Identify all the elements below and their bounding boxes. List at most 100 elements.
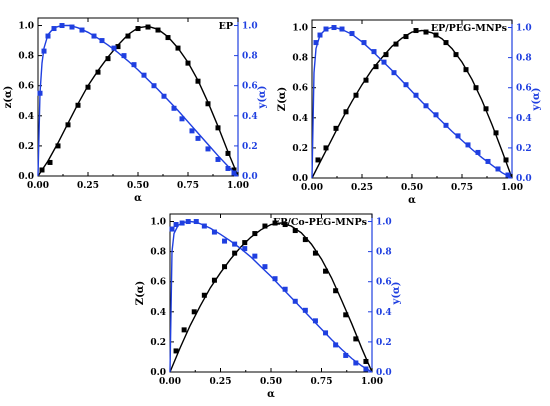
y-right-tick-label: 0.4: [516, 114, 532, 124]
data-point: [343, 312, 349, 318]
data-point: [413, 28, 419, 34]
data-point: [343, 109, 349, 115]
series-z-alpha: [311, 28, 513, 179]
data-point: [443, 122, 449, 128]
y-left-tick-label: 0.8: [18, 52, 34, 62]
data-point: [453, 52, 459, 58]
series-curve: [169, 220, 373, 373]
y-left-tick-label: 0.4: [18, 112, 34, 122]
data-point: [225, 150, 231, 156]
y-right-axis-label: y(α): [531, 88, 542, 112]
data-point: [145, 24, 151, 30]
y-right-tick-label: 0.4: [242, 112, 258, 122]
y-left-tick-label: 0.2: [292, 144, 308, 154]
data-point: [302, 307, 308, 313]
x-axis-label: α: [267, 389, 275, 400]
y-right-tick-label: 0.6: [242, 82, 258, 92]
data-point: [115, 44, 121, 50]
data-point: [205, 101, 211, 107]
data-point: [483, 106, 489, 112]
y-right-tick-label: 0.6: [516, 84, 532, 94]
y-left-tick-label: 0.4: [150, 308, 166, 318]
data-point: [41, 48, 47, 54]
y-left-tick-label: 0.8: [292, 54, 308, 64]
y-left-tick-label: 0.0: [292, 174, 308, 184]
data-point: [363, 366, 369, 372]
x-tick-label: 0.25: [210, 377, 232, 387]
data-point: [211, 277, 217, 283]
y-right-tick-label: 0.0: [242, 172, 258, 182]
data-point: [231, 167, 237, 173]
data-point: [361, 40, 367, 46]
data-point: [363, 77, 369, 83]
data-point: [185, 60, 191, 66]
data-point: [475, 149, 481, 155]
data-point: [169, 226, 175, 232]
data-point: [455, 133, 461, 139]
x-tick-label: 0.00: [27, 181, 49, 191]
data-point: [201, 223, 207, 229]
data-point: [242, 246, 248, 252]
y-left-axis-label: z(α): [3, 86, 14, 109]
data-point: [222, 264, 228, 270]
data-point: [313, 40, 319, 46]
data-point: [252, 253, 258, 259]
data-point: [339, 26, 345, 32]
data-point: [495, 166, 501, 172]
x-tick-label: 0.25: [77, 181, 99, 191]
data-point: [282, 222, 288, 228]
data-point: [79, 27, 85, 33]
series-curve: [311, 26, 513, 179]
data-point: [323, 268, 329, 274]
data-point: [262, 264, 268, 270]
y-left-tick-label: 0.6: [150, 278, 166, 288]
data-point: [75, 102, 81, 108]
data-point: [349, 31, 355, 37]
y-left-tick-label: 0.6: [18, 82, 34, 92]
data-point: [323, 26, 329, 32]
x-tick-label: 0.00: [159, 377, 181, 387]
data-point: [231, 170, 237, 176]
x-tick-label: 0.50: [260, 377, 282, 387]
y-left-tick-label: 0.4: [292, 114, 308, 124]
data-point: [55, 143, 61, 149]
data-point: [185, 219, 191, 225]
series-y-alpha: [37, 23, 239, 177]
series-z-alpha: [169, 220, 373, 373]
data-point: [99, 38, 105, 44]
data-point: [85, 84, 91, 90]
data-point: [105, 56, 111, 62]
data-point: [189, 128, 195, 134]
data-point: [95, 69, 101, 75]
data-point: [111, 45, 117, 51]
x-tick-label: 1.00: [361, 377, 383, 387]
y-right-tick-label: 1.0: [516, 24, 532, 34]
x-tick-label: 1.00: [227, 181, 249, 191]
data-point: [433, 32, 439, 38]
data-point: [317, 32, 323, 38]
chart-title: EP/PEG-MNPs: [431, 23, 507, 34]
series-y-alpha: [169, 219, 373, 373]
y-right-axis-label: y(α): [391, 282, 402, 306]
data-point: [433, 112, 439, 118]
data-point: [47, 159, 53, 165]
data-point: [393, 41, 399, 47]
y-right-tick-label: 0.6: [376, 278, 392, 288]
data-point: [179, 220, 185, 226]
data-point: [381, 59, 387, 65]
x-tick-label: 0.75: [451, 183, 473, 193]
data-point: [252, 231, 258, 237]
chart-panel-2: 0.00 0.25 0.50 0.75 1.000.0 0.00.2 0.20.4 0.40.…: [277, 19, 542, 206]
data-point: [39, 167, 45, 173]
data-point: [312, 250, 318, 256]
x-tick-label: 0.50: [127, 181, 149, 191]
x-tick-label: 0.00: [301, 183, 323, 193]
data-point: [179, 116, 185, 122]
y-left-tick-label: 0.8: [150, 248, 166, 258]
data-point: [473, 85, 479, 91]
data-point: [503, 157, 509, 163]
data-point: [193, 219, 199, 225]
y-right-tick-label: 0.2: [242, 142, 258, 152]
data-point: [165, 35, 171, 41]
